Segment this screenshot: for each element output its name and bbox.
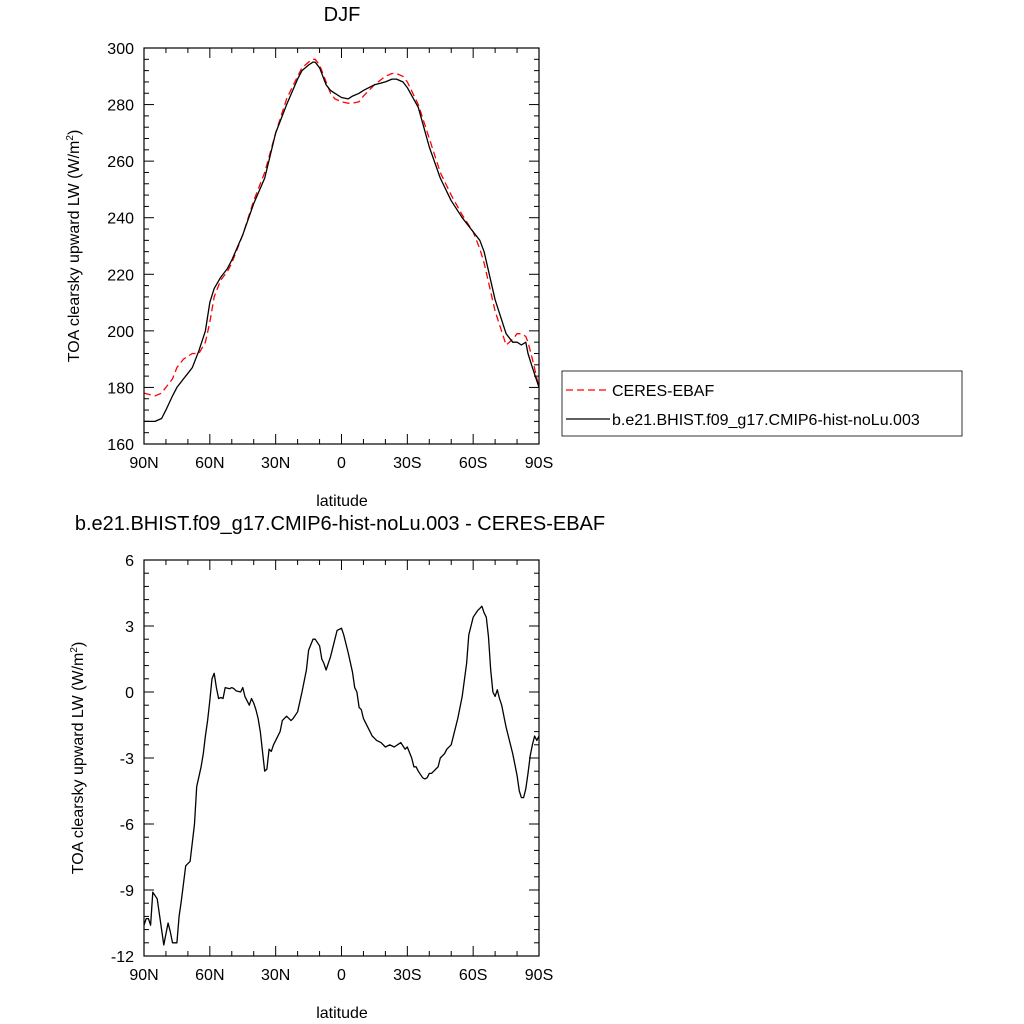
- bottom-panel-xtick-label: 30N: [261, 967, 290, 984]
- bottom-panel-ylabel-sup: 2: [69, 647, 80, 653]
- bottom-panel-ytick-label: -3: [120, 751, 134, 768]
- bottom-panel-series-model-line: [143, 605, 540, 946]
- top-panel-title: DJF: [324, 4, 361, 26]
- bottom-panel-xlabel: latitude: [316, 1005, 368, 1022]
- bottom-panel-xtick-label: 0: [337, 967, 346, 984]
- legend-model-label: b.e21.BHIST.f09_g17.CMIP6-hist-noLu.003: [612, 412, 920, 429]
- top-panel-ytick-label: 280: [107, 98, 134, 115]
- top-panel-frame: [143, 47, 540, 445]
- bottom-panel-xtick-label: 60N: [195, 967, 224, 984]
- top-panel-xtick-label: 30N: [261, 455, 290, 472]
- top-panel-series-obs-line: [143, 58, 540, 397]
- top-panel-ytick-label: 220: [107, 267, 134, 284]
- top-panel-ytick-label: 200: [107, 324, 134, 341]
- top-panel-series-model-line: [144, 61, 540, 423]
- bottom-panel-xtick-label: 90N: [129, 967, 158, 984]
- bottom-panel-xtick-label: 60S: [459, 967, 487, 984]
- bottom-panel-ylabel: TOA clearsky upward LW (W/m2): [69, 642, 87, 875]
- legend-ceres-label: CERES-EBAF: [612, 383, 714, 400]
- bottom-panel-xtick-label: 90S: [525, 967, 553, 984]
- top-panel-ylabel-main: TOA clearsky upward LW (W/m: [66, 141, 83, 363]
- top-panel-xtick-label: 90S: [525, 455, 553, 472]
- top-panel-xtick-label: 60S: [459, 455, 487, 472]
- top-panel-xtick-label: 90N: [129, 455, 158, 472]
- top-panel-ylabel-close: ): [66, 130, 83, 135]
- top-panel-xtick-label: 60N: [195, 455, 224, 472]
- bottom-panel-ytick-label: 0: [125, 685, 134, 702]
- legend-box: [561, 370, 963, 437]
- bottom-panel-title: b.e21.BHIST.f09_g17.CMIP6-hist-noLu.003 …: [75, 513, 605, 535]
- bottom-panel-frame: [143, 559, 540, 957]
- bottom-panel-ytick-label: 6: [125, 553, 134, 570]
- top-panel-xtick-label: 0: [337, 455, 346, 472]
- bottom-panel-ylabel-main: TOA clearsky upward LW (W/m: [70, 653, 87, 875]
- bottom-panel-xtick-label: 30S: [393, 967, 421, 984]
- top-panel-ytick-label: 240: [107, 211, 134, 228]
- top-panel: DJF 90N 60N 30N 0 30S 60S 90S 160 180 200 220 240 2…: [65, 4, 553, 510]
- top-panel-xtick-label: 30S: [393, 455, 421, 472]
- bottom-panel: b.e21.BHIST.f09_g17.CMIP6-hist-noLu.003 …: [69, 513, 605, 1022]
- bottom-panel-ytick-label: -9: [120, 883, 134, 900]
- bottom-panel-ytick-label: -6: [120, 817, 134, 834]
- top-panel-ytick-label: 180: [107, 380, 134, 397]
- top-panel-ytick-label: 160: [107, 437, 134, 454]
- bottom-panel-ytick-label: -12: [111, 949, 134, 966]
- top-panel-xlabel: latitude: [316, 493, 368, 510]
- top-panel-ytick-label: 260: [107, 154, 134, 171]
- top-panel-ylabel: TOA clearsky upward LW (W/m2): [65, 130, 83, 363]
- top-panel-ylabel-sup: 2: [65, 135, 76, 141]
- bottom-panel-ytick-label: 3: [125, 619, 134, 636]
- bottom-panel-ylabel-close: ): [70, 642, 87, 647]
- legend: CERES-EBAF b.e21.BHIST.f09_g17.CMIP6-his…: [561, 370, 963, 437]
- top-panel-ytick-label: 300: [107, 41, 134, 58]
